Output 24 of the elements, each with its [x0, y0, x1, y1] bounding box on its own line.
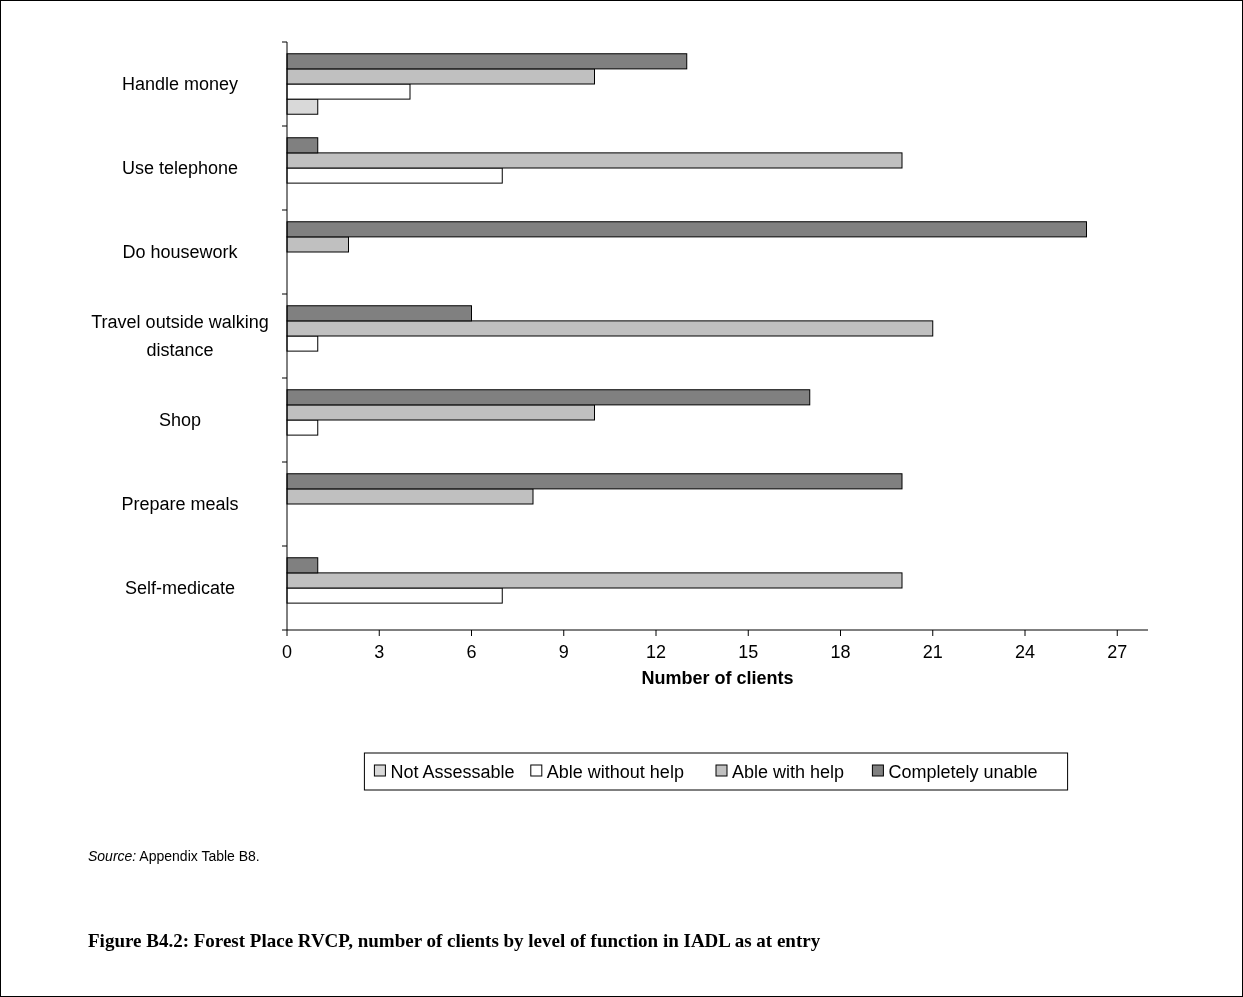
x-tick-label: 3	[374, 642, 385, 662]
legend-label: Not Assessable	[390, 762, 515, 782]
text: Figure B4.2: Forest Place RVCP, number of clients by level of function in IADL as at entry	[88, 930, 821, 951]
y-tick-label: Prepare meals	[121, 494, 239, 514]
x-tick-label: 6	[466, 642, 477, 662]
legend-label: Completely unable	[888, 762, 1038, 782]
x-tick-label: 27	[1107, 642, 1128, 662]
y-tick-label: Travel outside walking distance	[91, 312, 269, 360]
x-tick-label: 0	[281, 642, 293, 662]
y-tick-label: Use telephone	[121, 158, 239, 178]
x-tick-label: 12	[645, 642, 667, 662]
x-axis-title: Number of clients	[641, 668, 794, 688]
legend-label: Able with help	[732, 762, 845, 782]
y-tick-label: Shop	[158, 410, 202, 430]
x-tick-label: 15	[738, 642, 759, 662]
x-tick-label: 9	[558, 642, 569, 662]
y-tick-label: Self-medicate	[124, 578, 236, 598]
source-note: Source: Appendix Table B8.	[88, 848, 260, 864]
x-tick-label: 18	[830, 642, 851, 662]
legend-label: Able without help	[546, 762, 684, 782]
y-tick-label: Do housework	[122, 242, 239, 262]
y-tick-label: Handle money	[121, 74, 239, 94]
x-tick-label: 24	[1014, 642, 1036, 662]
x-tick-label: 21	[922, 642, 943, 662]
